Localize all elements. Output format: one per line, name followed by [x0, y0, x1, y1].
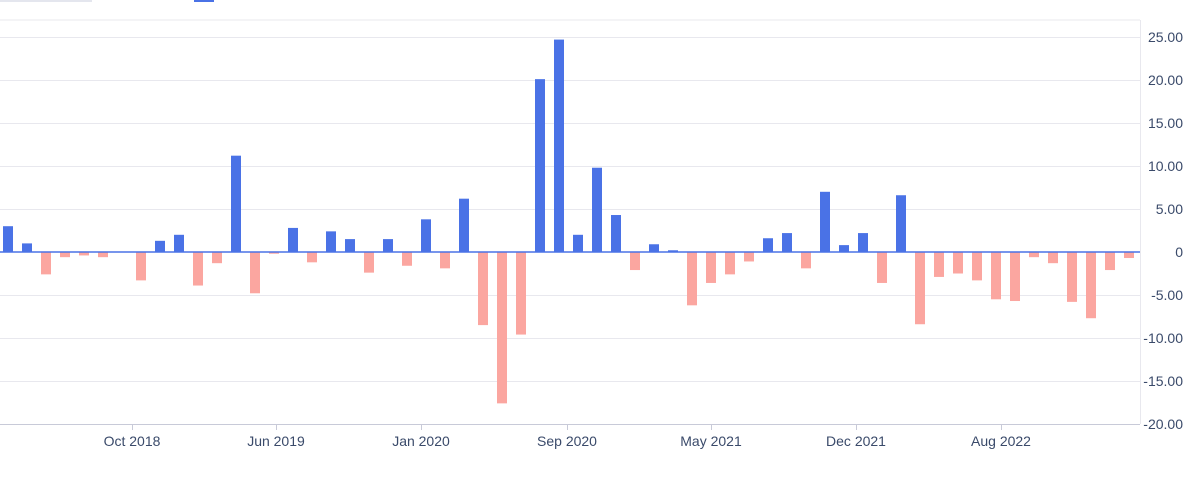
bar-positive[interactable] [288, 227, 298, 252]
bar-negative[interactable] [41, 252, 51, 275]
bar-positive[interactable] [839, 245, 849, 252]
bar-positive[interactable] [554, 39, 564, 252]
y-tick-label: 15.00 [1148, 115, 1183, 131]
bar-negative[interactable] [1029, 252, 1039, 258]
bar-positive[interactable] [668, 250, 678, 252]
bar-positive[interactable] [535, 79, 545, 252]
bar-negative[interactable] [307, 252, 317, 263]
x-tick-label: Jan 2020 [392, 433, 450, 449]
bars [3, 39, 1134, 404]
bar-negative[interactable] [630, 252, 640, 271]
bar-negative[interactable] [934, 252, 944, 277]
x-tick-label: Jun 2019 [247, 433, 305, 449]
y-tick-label: -10.00 [1143, 330, 1183, 346]
x-tick-label: May 2021 [680, 433, 742, 449]
bar-negative[interactable] [1105, 252, 1115, 271]
bar-positive[interactable] [326, 231, 336, 252]
x-axis: Oct 2018 Jun 2019 Jan 2020 Sep 2020 May 2021… [0, 424, 1140, 449]
y-tick-label: -15.00 [1143, 373, 1183, 389]
bar-negative[interactable] [440, 252, 450, 269]
bar-negative[interactable] [250, 252, 260, 294]
bar-negative[interactable] [364, 252, 374, 273]
y-axis: 25.00 20.00 15.00 10.00 5.00 0 -5.00 -10.00 -15.… [1143, 29, 1183, 432]
bar-negative[interactable] [915, 252, 925, 325]
bar-negative[interactable] [402, 252, 412, 266]
bar-positive[interactable] [174, 234, 184, 252]
bar-negative[interactable] [193, 252, 203, 286]
bar-negative[interactable] [516, 252, 526, 335]
bar-negative[interactable] [478, 252, 488, 326]
x-tick-label: Aug 2022 [971, 433, 1031, 449]
bar-positive[interactable] [22, 243, 32, 252]
bar-negative[interactable] [1067, 252, 1077, 302]
bar-positive[interactable] [459, 198, 469, 252]
bar-positive[interactable] [231, 155, 241, 252]
bar-positive[interactable] [649, 244, 659, 252]
bar-negative[interactable] [972, 252, 982, 281]
y-tick-label: 0 [1175, 244, 1183, 260]
bar-negative[interactable] [497, 252, 507, 404]
bar-negative[interactable] [60, 252, 70, 258]
x-tick-label: Dec 2021 [826, 433, 886, 449]
bar-negative[interactable] [79, 252, 89, 256]
bar-negative[interactable] [269, 252, 279, 254]
legend-item-placeholder[interactable] [0, 0, 92, 2]
bar-negative[interactable] [991, 252, 1001, 300]
x-tick-label: Oct 2018 [104, 433, 161, 449]
y-tick-label: 5.00 [1156, 201, 1183, 217]
bar-positive[interactable] [782, 233, 792, 252]
bar-positive[interactable] [858, 233, 868, 252]
bar-negative[interactable] [725, 252, 735, 275]
y-tick-label: -20.00 [1143, 416, 1183, 432]
bar-negative[interactable] [744, 252, 754, 262]
bar-positive[interactable] [611, 215, 621, 252]
bar-positive[interactable] [896, 195, 906, 252]
bar-negative[interactable] [136, 252, 146, 281]
bar-positive[interactable] [592, 167, 602, 252]
bar-positive[interactable] [3, 226, 13, 252]
x-tick-label: Sep 2020 [537, 433, 597, 449]
bar-negative[interactable] [98, 252, 108, 258]
bar-negative[interactable] [801, 252, 811, 269]
bar-positive[interactable] [820, 191, 830, 252]
bar-positive[interactable] [573, 234, 583, 252]
bar-negative[interactable] [1010, 252, 1020, 302]
bar-negative[interactable] [212, 252, 222, 264]
legend-color-swatch[interactable] [194, 0, 214, 2]
y-tick-label: -5.00 [1151, 287, 1183, 303]
bar-negative[interactable] [706, 252, 716, 283]
bar-positive[interactable] [383, 239, 393, 252]
bar-negative[interactable] [953, 252, 963, 274]
bar-negative[interactable] [1124, 252, 1134, 259]
y-tick-label: 10.00 [1148, 158, 1183, 174]
bar-positive[interactable] [345, 239, 355, 252]
bar-positive[interactable] [763, 238, 773, 252]
bar-positive[interactable] [421, 219, 431, 252]
bar-positive[interactable] [155, 240, 165, 252]
bar-negative[interactable] [687, 252, 697, 306]
y-tick-label: 20.00 [1148, 72, 1183, 88]
bar-negative[interactable] [877, 252, 887, 283]
bar-negative[interactable] [1086, 252, 1096, 319]
y-tick-label: 25.00 [1148, 29, 1183, 45]
bar-negative[interactable] [1048, 252, 1058, 264]
